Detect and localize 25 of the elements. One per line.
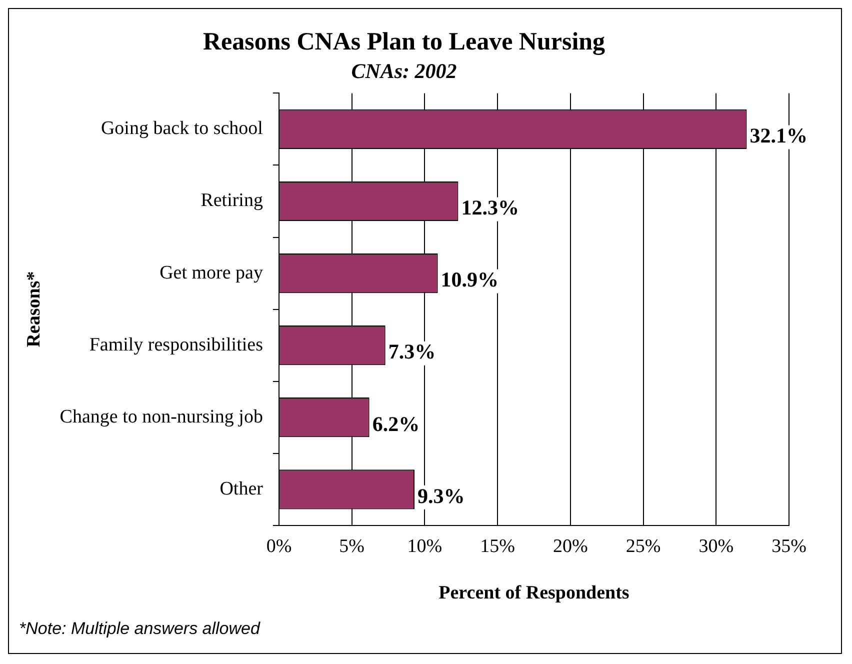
- text: *Note: Multiple answers allowed: [19, 619, 260, 639]
- x-tick-label: 35%: [772, 536, 807, 557]
- chart-subtitle: CNAs: 2002: [351, 59, 458, 84]
- x-tick-label: 5%: [339, 536, 365, 557]
- x-tick-label: 10%: [407, 536, 442, 557]
- data-label: 12.3%: [461, 196, 519, 220]
- data-label: 32.1%: [750, 124, 808, 148]
- data-label: 7.3%: [388, 340, 436, 364]
- x-tick-label: 0%: [266, 536, 292, 557]
- y-tick-label: Other: [220, 478, 264, 500]
- x-axis-title: Percent of Respondents: [438, 582, 630, 604]
- y-tick-label: Going back to school: [100, 118, 263, 140]
- y-tick-label: Retiring: [200, 190, 264, 212]
- x-tick-label: 30%: [698, 536, 734, 557]
- chart-title: Reasons CNAs Plan to Leave Nursing: [202, 28, 606, 56]
- x-tick-label: 25%: [626, 536, 661, 557]
- x-tick-label: 20%: [553, 536, 588, 557]
- y-tick-label: Get more pay: [160, 262, 264, 284]
- y-axis-title: Reasons*: [23, 271, 44, 348]
- x-tick-label: 15%: [480, 536, 516, 557]
- data-label: 10.9%: [440, 268, 499, 292]
- y-tick-label: Family responsibilities: [89, 334, 263, 356]
- y-tick-label: Change to non-nursing job: [60, 406, 263, 428]
- data-label: 6.2%: [372, 412, 420, 436]
- data-label: 9.3%: [417, 484, 465, 508]
